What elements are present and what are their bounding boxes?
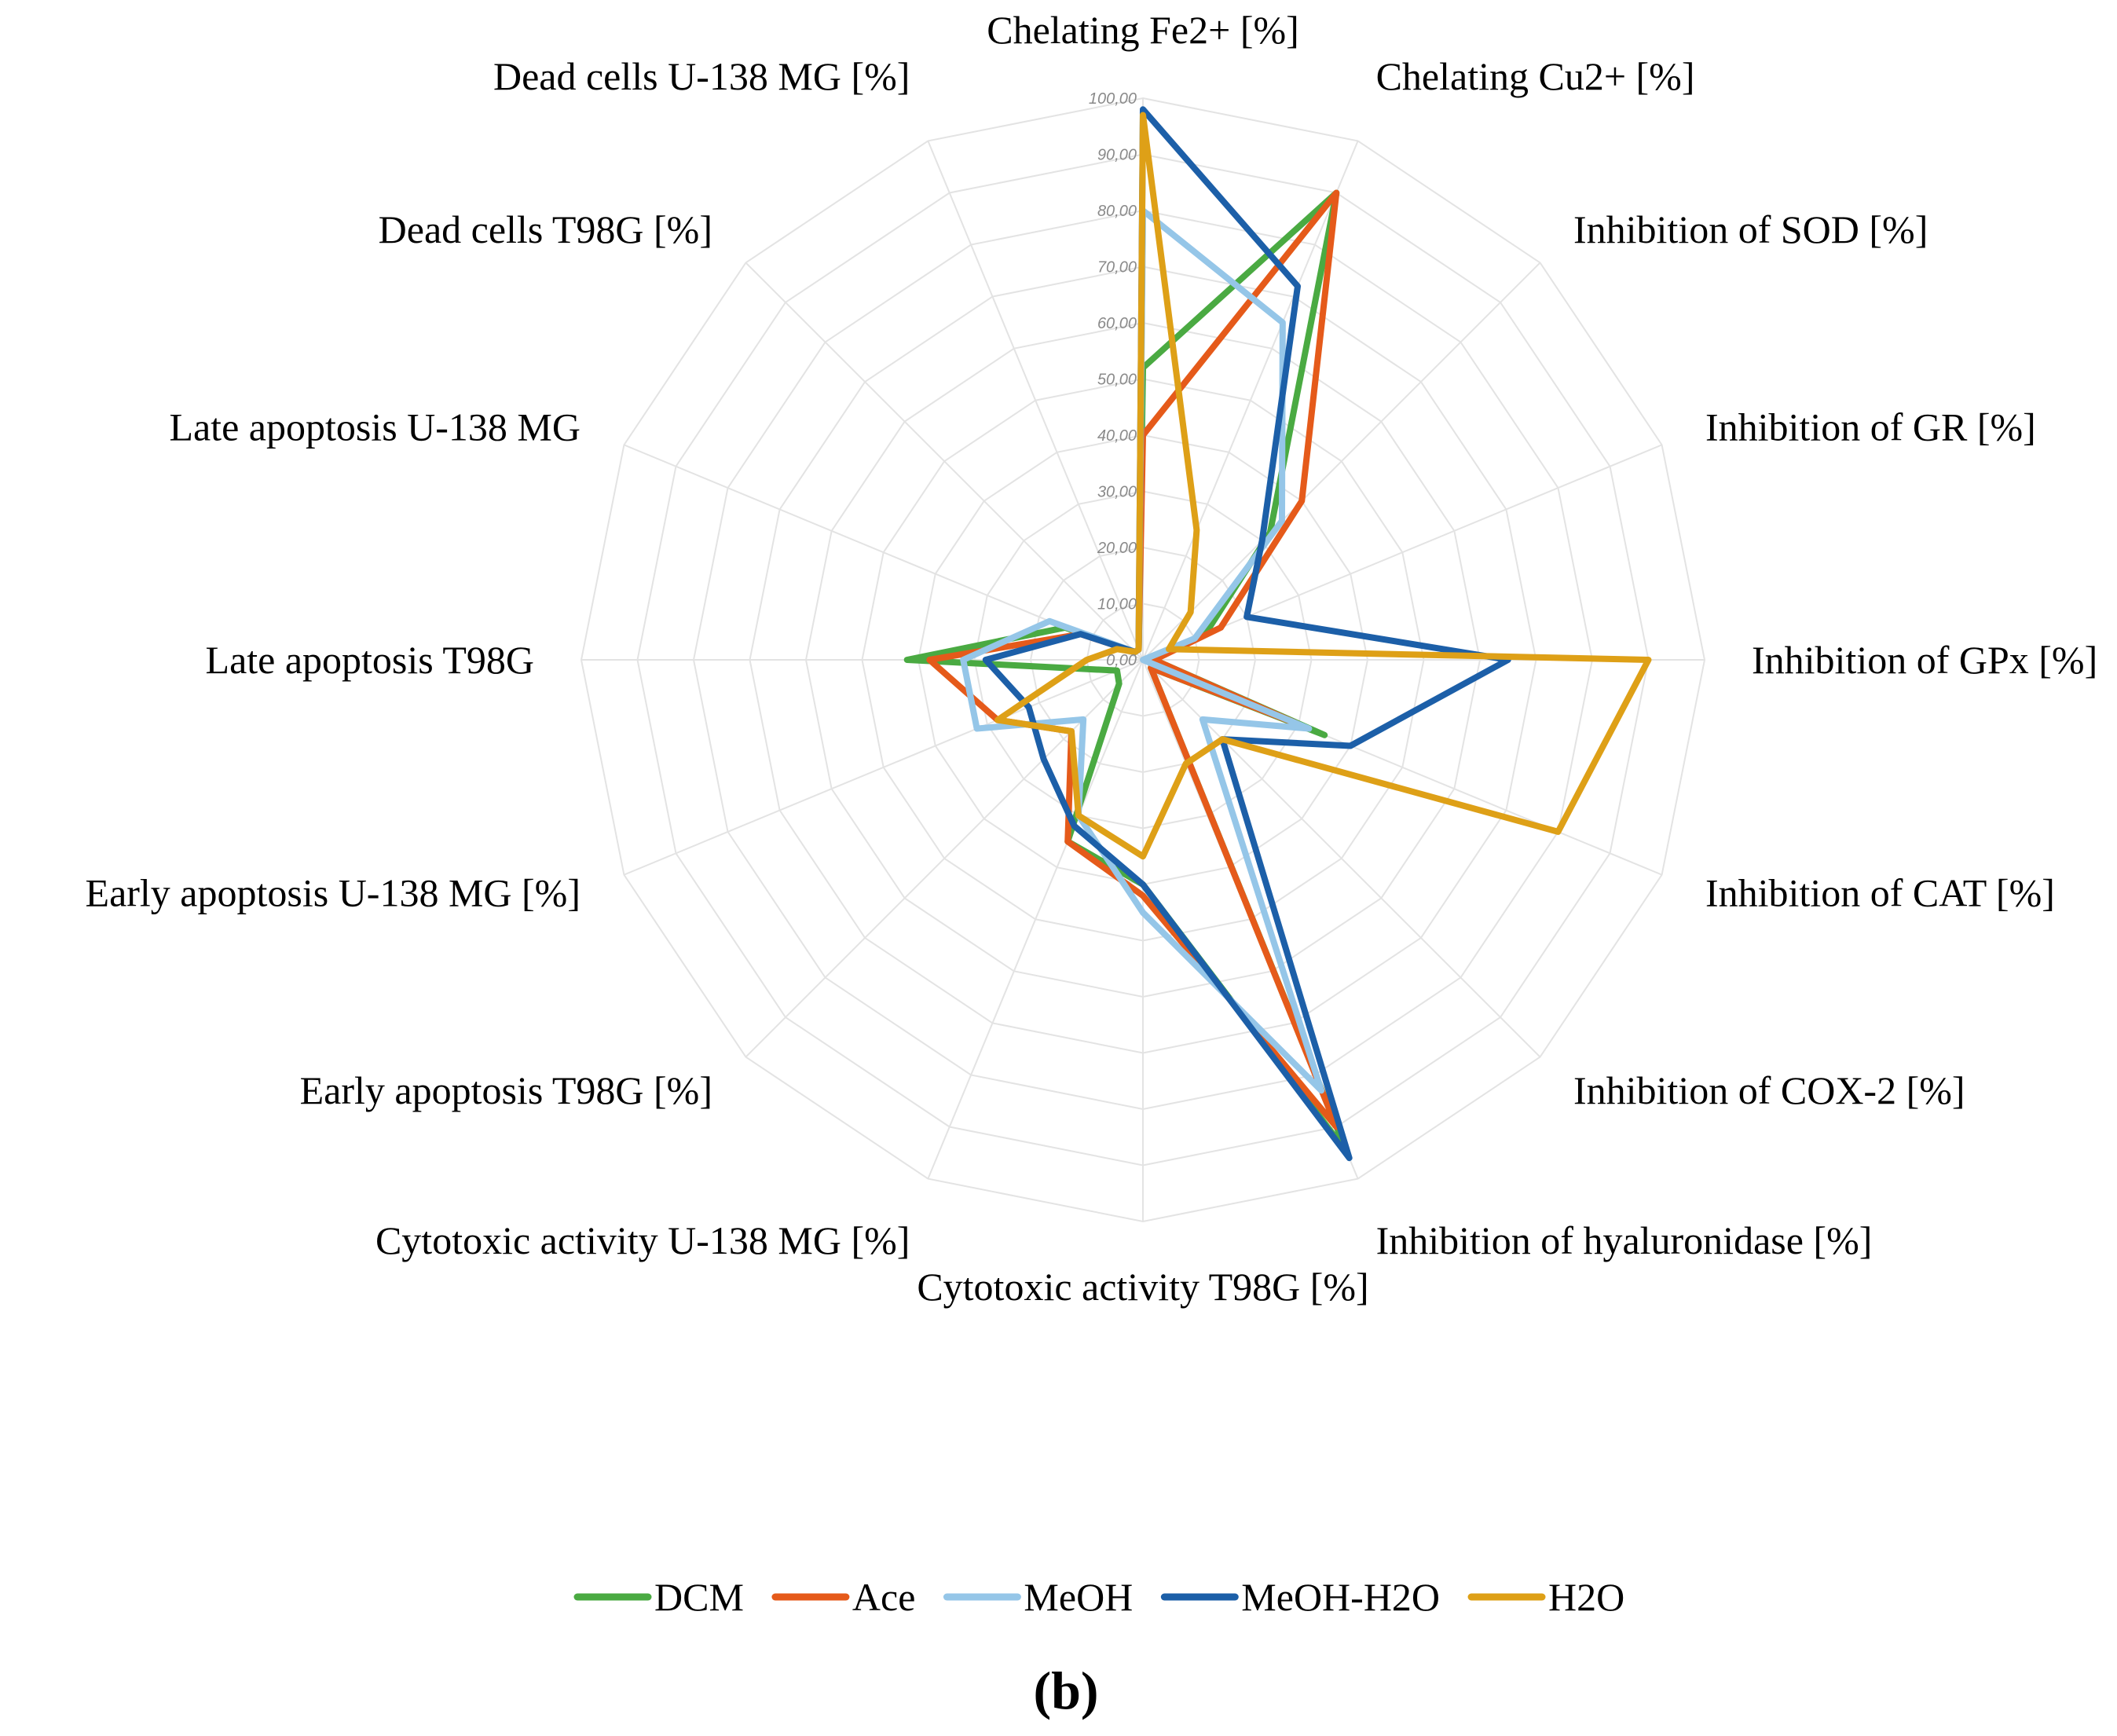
axis-spoke-15 <box>927 141 1144 661</box>
axis-spoke-11 <box>624 659 1144 876</box>
tick-label: 30,00 <box>1097 484 1137 501</box>
tick-label: 100,00 <box>1089 90 1137 108</box>
axis-spoke-1 <box>1142 141 1359 661</box>
tick-label: 40,00 <box>1097 427 1137 445</box>
tick-label: 70,00 <box>1097 259 1137 277</box>
legend-label-meoh-h2o: MeOH-H2O <box>1241 1575 1440 1619</box>
axis-label: Late apoptosis U-138 MG <box>169 405 581 449</box>
panel-label: (b) <box>1033 1661 1098 1720</box>
tick-label: 20,00 <box>1097 540 1137 557</box>
series-line-h2o <box>994 112 1652 860</box>
legend-label-ace: Ace <box>852 1575 916 1619</box>
axis-label: Dead cells T98G [%] <box>379 207 712 251</box>
axis-label: Chelating Fe2+ [%] <box>987 8 1299 52</box>
axis-label: Inhibition of GPx [%] <box>1752 638 2097 682</box>
tick-label: 90,00 <box>1097 147 1137 164</box>
axis-spoke-9 <box>927 659 1144 1179</box>
radar-axis-labels: Chelating Fe2+ [%] Chelating Cu2+ [%] Inhi… <box>86 8 2098 1309</box>
axis-label: Early apoptosis T98G [%] <box>300 1068 712 1112</box>
radar-series <box>903 106 1652 1162</box>
axis-label: Cytotoxic activity U-138 MG [%] <box>375 1218 910 1262</box>
axis-label: Inhibition of GR [%] <box>1705 405 2036 449</box>
axis-label: Inhibition of COX-2 [%] <box>1573 1068 1965 1112</box>
legend-label-meoh: MeOH <box>1024 1575 1133 1619</box>
legend-label-dcm: DCM <box>654 1575 744 1619</box>
axis-spoke-14 <box>745 262 1144 661</box>
axis-label: Inhibition of SOD [%] <box>1573 207 1928 251</box>
tick-label: 0,00 <box>1106 652 1137 669</box>
tick-label: 50,00 <box>1097 372 1137 389</box>
axis-spoke-2 <box>1142 262 1541 661</box>
axis-label: Cytotoxic activity T98G [%] <box>917 1265 1368 1309</box>
axis-label: Chelating Cu2+ [%] <box>1376 54 1695 98</box>
axis-label: Early apoptosis U-138 MG [%] <box>86 871 581 915</box>
axis-label: Inhibition of hyaluronidase [%] <box>1376 1218 1873 1262</box>
axis-spoke-3 <box>1142 444 1662 661</box>
chart-legend: DCM Ace MeOH MeOH-H2O H2O <box>573 1575 1624 1619</box>
axis-spoke-10 <box>745 659 1144 1058</box>
legend-label-h2o: H2O <box>1548 1575 1624 1619</box>
series-line-meoh <box>960 207 1325 1094</box>
axis-spoke-6 <box>1142 659 1541 1058</box>
tick-label: 10,00 <box>1097 596 1137 613</box>
series-line-meoh-h2o <box>982 106 1511 1162</box>
axis-label: Dead cells U-138 MG [%] <box>493 54 910 98</box>
axis-label: Late apoptosis T98G <box>206 638 534 682</box>
tick-label: 60,00 <box>1097 315 1137 332</box>
tick-label: 80,00 <box>1097 203 1137 220</box>
radial-tick-labels: 0,00 10,00 20,00 30,00 40,00 50,00 60,00 70,00 8… <box>1089 90 1137 669</box>
axis-label: Inhibition of CAT [%] <box>1705 871 2055 915</box>
